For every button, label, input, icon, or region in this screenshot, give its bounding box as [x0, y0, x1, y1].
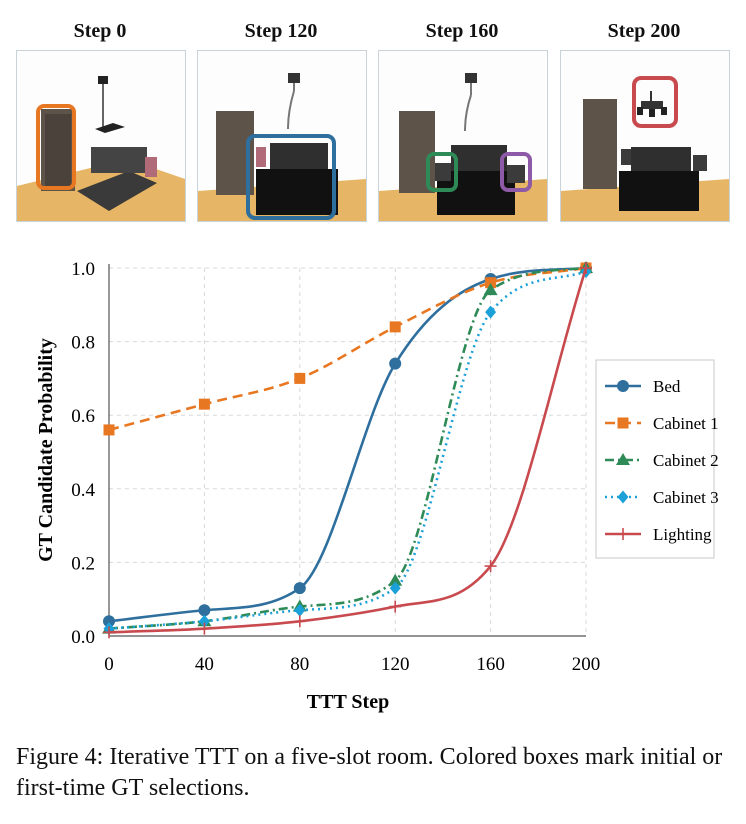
data-point-bed [389, 357, 402, 370]
data-point-lighting [389, 600, 402, 613]
panel-title-step-0: Step 0 [73, 20, 127, 42]
legend-swatch-marker [617, 490, 629, 504]
series-bed [103, 262, 592, 628]
series-line-cabinet-2 [108, 266, 587, 630]
legend-swatch-marker [617, 528, 629, 540]
x-axis-label: TTT Step [307, 691, 389, 713]
y-tick-label: 0.8 [71, 333, 95, 354]
bed [619, 171, 699, 211]
series-line-lighting [108, 267, 588, 634]
legend-swatch-marker [617, 380, 629, 392]
data-point-lighting [198, 622, 211, 635]
legend-label: Bed [653, 377, 681, 396]
bed [77, 171, 157, 211]
data-point-cabinet-1 [103, 424, 115, 436]
series-line-cabinet-1 [108, 266, 587, 432]
panel-title-step-120: Step 120 [244, 20, 318, 42]
data-point-bed [198, 604, 211, 617]
y-tick-label: 0.6 [71, 406, 95, 427]
legend-label: Cabinet 3 [653, 488, 719, 507]
x-tick-label: 200 [572, 654, 601, 675]
data-point-cabinet-2 [388, 573, 403, 586]
data-point-cabinet-3 [485, 305, 497, 319]
y-tick-label: 1.0 [71, 259, 95, 280]
selection-box-cabinet-2 [426, 152, 458, 192]
y-tick-label: 0.2 [71, 553, 95, 574]
y-axis-label: GT Candidate Probability [35, 338, 57, 562]
wardrobe [583, 99, 617, 189]
legend-item-cabinet-3: Cabinet 3 [605, 488, 719, 507]
headboard [451, 145, 507, 173]
selection-box-lighting [632, 76, 678, 128]
axes [108, 264, 586, 637]
data-point-cabinet-3 [389, 581, 401, 595]
data-point-cabinet-1 [198, 398, 210, 410]
x-tick-label: 80 [290, 654, 309, 675]
data-point-cabinet-1 [389, 321, 401, 333]
data-point-cabinet-1 [294, 372, 306, 384]
y-tick-label: 0.4 [71, 480, 95, 501]
bed [256, 169, 338, 215]
legend: Bed Cabinet 1 Cabinet 2 Cabinet 3 Lighting [595, 359, 719, 559]
data-point-lighting [103, 626, 115, 639]
probability-chart: 0.0 0.2 0.4 0.6 0.8 1.0 0 40 80 120 160 200 TTT Ste… [35, 259, 719, 713]
data-point-cabinet-3 [294, 603, 306, 617]
series-cabinet-3 [103, 265, 592, 636]
legend-frame [595, 359, 715, 559]
data-point-cabinet-3 [198, 614, 210, 628]
series-layer [102, 261, 593, 639]
selection-boxes [36, 76, 678, 220]
legend-item-cabinet-1: Cabinet 1 [605, 414, 719, 433]
nightstand-left [435, 163, 451, 181]
headboard [270, 143, 328, 173]
data-point-cabinet-2 [483, 283, 498, 296]
series-line-cabinet-3 [108, 270, 587, 630]
legend-label: Lighting [653, 525, 712, 544]
series-cabinet-1 [103, 262, 592, 436]
selection-box-cabinet-3 [500, 152, 532, 192]
x-tick-label: 0 [104, 654, 114, 675]
selection-box-bed [246, 134, 336, 220]
data-point-lighting [580, 262, 592, 274]
y-tick-label: 0.0 [71, 627, 95, 648]
nightstand-right [507, 165, 525, 183]
legend-label: Cabinet 2 [653, 451, 719, 470]
legend-swatch-marker [617, 417, 629, 429]
legend-label: Cabinet 1 [653, 414, 719, 433]
panel-title-step-200: Step 200 [607, 20, 681, 42]
legend-swatch-marker [616, 453, 630, 465]
series-cabinet-2 [102, 261, 593, 634]
figure-caption: Figure 4: Iterative TTT on a five-slot r… [16, 744, 723, 801]
data-point-lighting [484, 560, 497, 573]
selection-box-cabinet-1 [36, 104, 76, 190]
data-point-bed [103, 615, 115, 628]
x-tick-label: 160 [476, 654, 505, 675]
legend-item-lighting: Lighting [605, 525, 712, 544]
legend-item-bed: Bed [605, 377, 681, 396]
x-tick-label: 40 [195, 654, 214, 675]
data-point-lighting [293, 615, 306, 628]
series-lighting [103, 262, 592, 639]
room-render-step-0 [16, 50, 186, 222]
headboard [631, 147, 691, 175]
data-point-cabinet-1 [485, 277, 497, 289]
data-point-bed [293, 582, 306, 595]
tick-labels: 0.0 0.2 0.4 0.6 0.8 1.0 0 40 80 120 160 200 [71, 259, 600, 675]
panel-title-step-160: Step 160 [425, 20, 499, 42]
room-render-step-160 [378, 50, 548, 222]
room-render-step-120 [197, 50, 367, 222]
grid-lines [108, 267, 587, 637]
legend-item-cabinet-2: Cabinet 2 [605, 451, 719, 470]
room-render-step-200 [560, 50, 730, 222]
x-tick-label: 120 [381, 654, 410, 675]
series-line-bed [108, 266, 587, 623]
chandelier [637, 91, 667, 117]
